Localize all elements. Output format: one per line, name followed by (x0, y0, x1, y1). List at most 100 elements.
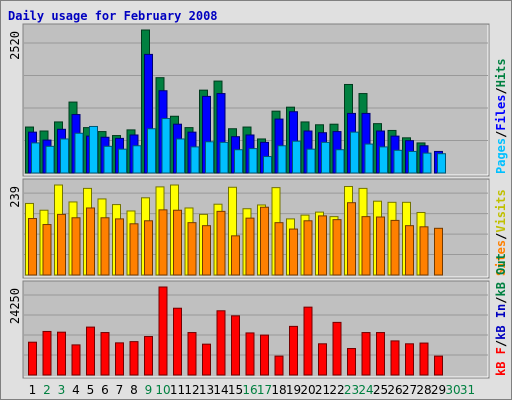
y-max-label: 24250 (8, 288, 22, 324)
bar-pages-day-7 (118, 148, 127, 174)
legend-hits-files-pages: Pages/Files/Hits (494, 58, 508, 174)
x-tick-label-day-11: 11 (170, 383, 185, 397)
bar-pages-day-29 (437, 153, 446, 174)
bar-pages-day-28 (422, 152, 432, 174)
x-tick-label-day-8: 8 (130, 383, 138, 397)
legend-visits-sites: Sites/Visits (494, 189, 508, 276)
bar-sites-day-19 (289, 228, 298, 276)
bar-kb-f-day-7 (115, 342, 124, 376)
y-max-label: 239 (8, 186, 22, 208)
x-tick-label-day-27: 27 (402, 383, 417, 397)
chart-title: Daily usage for February 2008 (8, 9, 218, 23)
bar-kb-f-day-25 (376, 332, 385, 376)
bar-pages-day-26 (393, 149, 403, 174)
bar-pages-day-23 (350, 131, 359, 174)
x-tick-label-day-17: 17 (257, 383, 272, 397)
x-tick-label-day-31: 31 (460, 383, 475, 397)
x-tick-label-day-4: 4 (72, 383, 80, 397)
bar-pages-day-6 (103, 145, 113, 174)
bar-kb-f-day-29 (434, 355, 443, 376)
x-tick-label-day-13: 13 (199, 383, 214, 397)
bar-sites-day-7 (115, 218, 124, 276)
bar-pages-day-5 (89, 125, 98, 174)
x-tick-label-day-28: 28 (416, 383, 431, 397)
bar-sites-day-4 (71, 217, 81, 276)
legend-entry: Pages (494, 138, 508, 174)
legend-entry: / (494, 297, 508, 304)
bar-sites-day-23 (347, 202, 356, 276)
bar-pages-day-16 (248, 148, 258, 174)
bar-sites-day-21 (318, 215, 327, 276)
bar-kb-f-day-20 (303, 306, 313, 376)
bar-sites-day-2 (42, 224, 52, 276)
legend-kbytes: kB F/kB In/kB Out (494, 253, 508, 376)
x-tick-label-day-12: 12 (184, 383, 199, 397)
bar-kb-f-day-6 (100, 332, 110, 376)
legend-entry: Sites (494, 240, 508, 276)
bar-kb-f-day-10 (158, 286, 168, 376)
bar-sites-day-27 (405, 225, 414, 276)
x-tick-label-day-6: 6 (101, 383, 109, 397)
legend-entry: Visits (494, 189, 508, 232)
bar-sites-day-11 (173, 209, 182, 276)
bar-sites-day-18 (274, 222, 284, 276)
legend-entry: kB F (494, 347, 508, 376)
x-tick-label-day-2: 2 (43, 383, 51, 397)
bar-kb-f-day-14 (216, 310, 226, 376)
bar-sites-day-9 (144, 220, 153, 276)
bar-pages-day-21 (321, 141, 330, 174)
bar-kb-f-day-27 (405, 343, 414, 376)
bar-pages-day-2 (45, 145, 55, 174)
x-tick-label-day-19: 19 (286, 383, 301, 397)
bar-pages-day-8 (132, 145, 142, 174)
x-tick-label-day-20: 20 (300, 383, 315, 397)
bar-sites-day-25 (376, 216, 385, 276)
bar-kb-f-day-22 (332, 321, 342, 376)
bar-kb-f-day-2 (42, 330, 52, 376)
x-tick-label-day-22: 22 (329, 383, 344, 397)
legend-entry: / (494, 233, 508, 240)
bar-kb-f-day-11 (173, 307, 182, 376)
x-tick-label-day-24: 24 (358, 383, 373, 397)
bar-kb-f-day-4 (71, 344, 81, 376)
bar-pages-day-15 (234, 149, 243, 174)
bar-kb-f-day-13 (202, 343, 211, 376)
bar-kb-f-day-15 (231, 315, 240, 376)
x-tick-label-day-25: 25 (373, 383, 388, 397)
bar-sites-day-13 (202, 225, 211, 276)
bar-kb-f-day-18 (274, 355, 284, 376)
bar-kb-f-day-28 (419, 342, 429, 376)
bar-kb-f-day-24 (361, 332, 371, 376)
bar-sites-day-28 (419, 226, 429, 276)
bar-kb-f-day-12 (187, 332, 197, 376)
legend-entry: / (494, 340, 508, 347)
bar-sites-day-5 (86, 207, 95, 276)
bar-kb-f-day-16 (245, 332, 255, 376)
bar-pages-day-20 (306, 148, 316, 174)
bar-pages-day-14 (219, 141, 229, 174)
bar-sites-day-6 (100, 217, 110, 276)
legend-entry: Files (494, 95, 508, 131)
bar-sites-day-14 (216, 210, 226, 276)
x-tick-label-day-5: 5 (87, 383, 95, 397)
bar-kb-f-day-17 (260, 334, 269, 376)
x-tick-label-day-7: 7 (116, 383, 124, 397)
bar-pages-day-22 (335, 149, 345, 174)
bar-sites-day-24 (361, 216, 371, 276)
x-tick-label-day-15: 15 (228, 383, 243, 397)
bar-sites-day-3 (57, 213, 66, 276)
bar-kb-f-day-26 (390, 340, 400, 376)
x-tick-label-day-29: 29 (431, 383, 446, 397)
x-tick-label-day-14: 14 (213, 383, 228, 397)
bar-sites-day-8 (129, 223, 139, 276)
bar-kb-f-day-9 (144, 336, 153, 376)
bar-sites-day-20 (303, 220, 313, 276)
bar-kb-f-day-5 (86, 326, 95, 376)
y-max-label: 2520 (8, 31, 22, 60)
bar-pages-day-12 (190, 146, 200, 174)
x-tick-label-day-23: 23 (344, 383, 359, 397)
legend-entry: Hits (494, 58, 508, 87)
bar-kb-f-day-21 (318, 343, 327, 376)
bar-pages-day-3 (60, 138, 69, 174)
